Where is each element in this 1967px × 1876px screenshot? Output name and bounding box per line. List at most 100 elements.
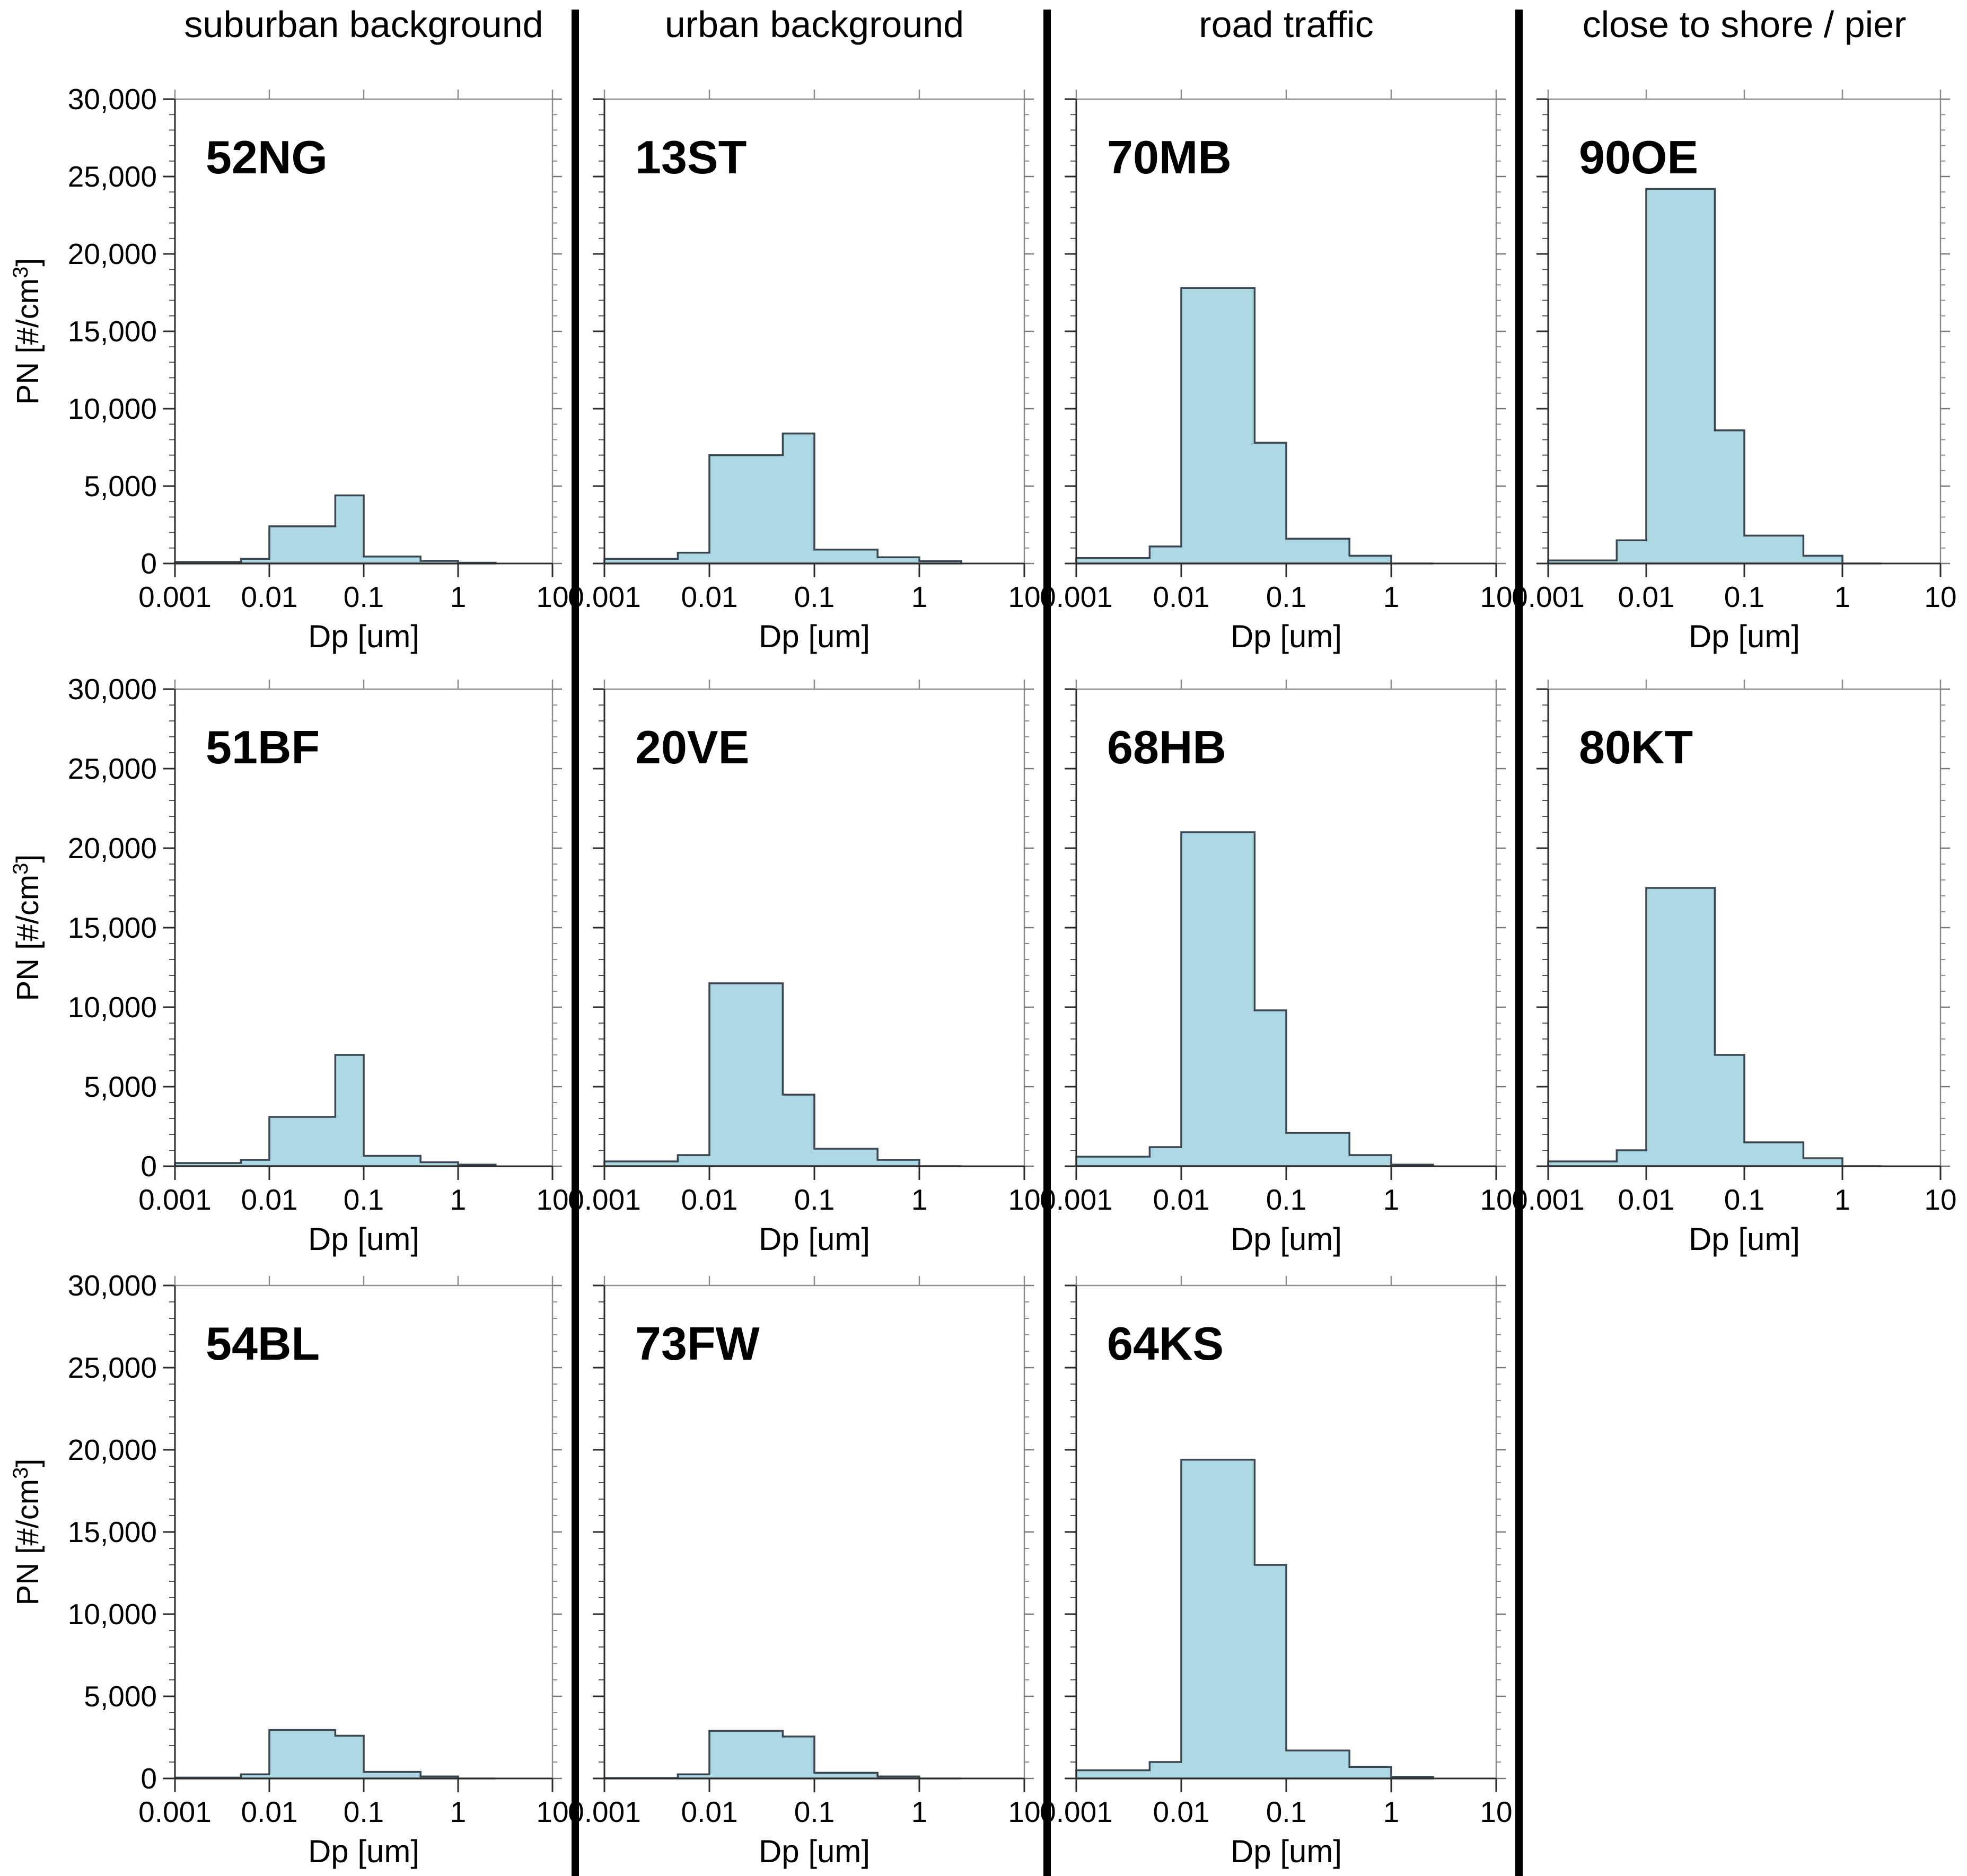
x-tick-label: 0.001 (138, 1795, 212, 1828)
y-axis-title: PN [#/cm3] (9, 1459, 45, 1606)
panel-label-64KS: 64KS (1107, 1317, 1224, 1370)
x-axis-title: Dp [um] (308, 1834, 419, 1869)
y-tick-label: 0 (140, 1762, 157, 1795)
histogram-20VE (603, 982, 961, 1167)
x-tick-label: 10 (1924, 1183, 1956, 1216)
y-tick-label: 20,000 (68, 832, 157, 865)
y-tick-label: 15,000 (68, 315, 157, 348)
column-divider-3 (1515, 10, 1523, 1876)
column-close-to-shore-pier: 90OE 0.001 0.01 0.1 1 10 Dp [um] 80KT 0.001 0.01 0… (1512, 90, 1957, 1257)
x-tick-label: 0.1 (1724, 1183, 1764, 1216)
x-tick-label: 0.001 (1512, 580, 1585, 613)
y-tick-label: 10,000 (68, 1598, 157, 1631)
x-tick-label: 0.001 (568, 580, 641, 613)
x-tick-label: 0.1 (794, 580, 835, 613)
y-tick-label: 20,000 (68, 237, 157, 270)
x-tick-label: 1 (911, 1183, 928, 1216)
panel-label-70MB: 70MB (1107, 131, 1232, 183)
y-tick-label: 15,000 (68, 1516, 157, 1548)
histogram-13ST (603, 432, 962, 565)
histogram-52NG (174, 494, 497, 565)
histogram-64KS (1075, 1458, 1434, 1780)
y-tick-label: 10,000 (68, 392, 157, 425)
x-tick-label: 0.01 (1153, 1795, 1209, 1828)
x-tick-label: 0.001 (1040, 1795, 1113, 1828)
panel-64KS: 64KS 0.001 0.01 0.1 1 10 Dp [um] (1040, 1276, 1513, 1869)
histogram-73FW (603, 1730, 961, 1780)
panel-label-52NG: 52NG (206, 131, 328, 183)
x-tick-label: 10 (1924, 580, 1956, 613)
x-tick-label: 10 (536, 1183, 568, 1216)
histogram-68HB (1075, 831, 1434, 1167)
panel-label-51BF: 51BF (206, 721, 320, 773)
column-divider-2 (1043, 10, 1051, 1876)
y-tick-label: 20,000 (68, 1433, 157, 1466)
panel-label-90OE: 90OE (1579, 131, 1698, 183)
column-header-road-traffic: road traffic (1199, 4, 1374, 45)
panel-13ST: 13ST 0.001 0.01 0.1 1 10 Dp [um] (568, 90, 1041, 654)
panel-90OE: 90OE 0.001 0.01 0.1 1 10 Dp [um] (1512, 90, 1957, 654)
panel-68HB: 68HB 0.001 0.01 0.1 1 10 Dp [um] (1040, 680, 1513, 1257)
y-axis-title: PN [#/cm3] (9, 258, 45, 405)
x-tick-label: 0.01 (1618, 1183, 1674, 1216)
x-tick-label: 1 (450, 1795, 467, 1828)
x-tick-label: 0.01 (681, 1795, 737, 1828)
histogram-90OE (1547, 188, 1882, 565)
x-tick-label: 0.01 (1153, 580, 1209, 613)
x-tick-label: 1 (1383, 1183, 1400, 1216)
x-tick-label: 1 (1383, 580, 1400, 613)
histogram-80KT (1547, 887, 1882, 1167)
panel-80KT: 80KT 0.001 0.01 0.1 1 10 Dp [um] (1512, 680, 1957, 1257)
x-tick-label: 0.1 (1266, 580, 1306, 613)
x-tick-label: 10 (1480, 580, 1512, 613)
x-tick-label: 0.001 (138, 1183, 212, 1216)
panel-51BF: 51BF 0.001 0.01 0.1 1 10 Dp [um] 0 5,000 10,000 15… (9, 673, 569, 1257)
x-axis-title: Dp [um] (308, 1221, 419, 1257)
x-tick-label: 0.001 (1040, 580, 1113, 613)
x-tick-label: 0.01 (241, 1183, 297, 1216)
x-tick-label: 0.01 (681, 580, 737, 613)
x-tick-label: 10 (1008, 1183, 1040, 1216)
y-tick-label: 5,000 (84, 1070, 157, 1103)
x-tick-label: 0.001 (1040, 1183, 1113, 1216)
x-tick-label: 0.01 (1153, 1183, 1209, 1216)
y-tick-label: 25,000 (68, 1351, 157, 1384)
x-axis-title: Dp [um] (1689, 1221, 1800, 1257)
histogram-54BL (174, 1729, 496, 1780)
x-axis-title: Dp [um] (1231, 1834, 1342, 1869)
panel-label-13ST: 13ST (635, 131, 747, 183)
column-urban-background: 13ST 0.001 0.01 0.1 1 10 Dp [um] 20VE 0.001 0.01 0… (568, 90, 1041, 1869)
panel-label-54BL: 54BL (206, 1317, 320, 1370)
x-tick-label: 0.1 (344, 1183, 384, 1216)
x-tick-label: 0.1 (344, 580, 384, 613)
x-tick-label: 1 (450, 580, 467, 613)
column-header-close-to-shore-pier: close to shore / pier (1582, 4, 1907, 45)
x-tick-label: 1 (1834, 1183, 1851, 1216)
column-header-suburban-background: suburban background (184, 4, 543, 45)
x-tick-label: 1 (1834, 580, 1851, 613)
y-tick-label: 0 (140, 1150, 157, 1183)
x-tick-label: 0.001 (1512, 1183, 1585, 1216)
y-tick-label: 0 (140, 547, 157, 580)
y-tick-label: 25,000 (68, 160, 157, 193)
y-tick-label: 15,000 (68, 911, 157, 944)
x-axis-title: Dp [um] (308, 619, 419, 654)
x-tick-label: 0.001 (568, 1183, 641, 1216)
x-tick-label: 10 (1480, 1183, 1512, 1216)
panel-label-20VE: 20VE (635, 721, 749, 773)
x-tick-label: 1 (450, 1183, 467, 1216)
x-tick-label: 0.01 (241, 1795, 297, 1828)
panel-52NG: 52NG 0.001 0.01 0.1 1 10 Dp [um] 0 5,000 10,000 15… (9, 83, 569, 654)
x-tick-label: 0.1 (344, 1795, 384, 1828)
panel-73FW: 73FW 0.001 0.01 0.1 1 10 Dp [um] (568, 1276, 1041, 1869)
y-tick-label: 5,000 (84, 1680, 157, 1713)
x-tick-label: 10 (1008, 580, 1040, 613)
panel-label-73FW: 73FW (635, 1317, 760, 1370)
x-tick-label: 1 (1383, 1795, 1400, 1828)
x-tick-label: 10 (536, 580, 568, 613)
y-tick-label: 10,000 (68, 991, 157, 1024)
x-axis-title: Dp [um] (759, 619, 870, 654)
